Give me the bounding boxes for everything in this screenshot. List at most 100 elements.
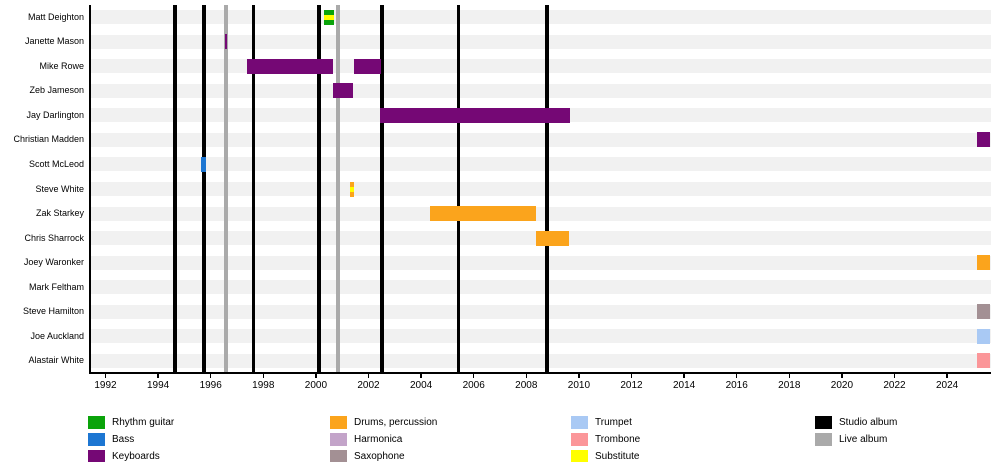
row-band bbox=[90, 304, 991, 319]
legend-swatch-rhythm_guitar bbox=[88, 415, 105, 429]
legend-swatch-harmonica bbox=[330, 432, 347, 446]
member-label: Joe Auckland bbox=[30, 330, 84, 341]
x-axis-tick bbox=[472, 373, 475, 378]
x-axis-tick bbox=[788, 373, 791, 378]
row-band bbox=[90, 83, 991, 98]
legend-label: Studio album bbox=[839, 416, 898, 428]
legend-swatch-studio_album bbox=[815, 415, 832, 429]
row-band bbox=[90, 280, 991, 295]
tenure-bar-rhythm_guitar bbox=[324, 9, 334, 25]
legend-label: Keyboards bbox=[112, 450, 160, 462]
year-tick-label: 2004 bbox=[409, 380, 433, 391]
member-label: Zak Starkey bbox=[35, 208, 84, 219]
legend-item-rhythm_guitar: Rhythm guitar bbox=[88, 415, 288, 429]
member-label: Christian Madden bbox=[13, 134, 84, 145]
x-axis-tick bbox=[578, 373, 580, 378]
legend-item-bass: Bass bbox=[88, 432, 288, 446]
legend-item-keyboards: Keyboards bbox=[88, 449, 288, 462]
live-album-line bbox=[224, 5, 228, 373]
legend-label: Rhythm guitar bbox=[112, 416, 175, 428]
tenure-bar-saxophone bbox=[977, 304, 991, 320]
tenure-bar-keyboards bbox=[354, 58, 382, 74]
member-label: Alastair White bbox=[28, 355, 84, 366]
member-label: Jay Darlington bbox=[26, 109, 84, 120]
tenure-bar-drums bbox=[977, 255, 991, 271]
legend-item-saxophone: Saxophone bbox=[330, 449, 530, 462]
member-label: Joey Waronker bbox=[23, 257, 84, 268]
year-tick-label: 1998 bbox=[252, 380, 275, 391]
x-axis-tick bbox=[735, 373, 738, 378]
x-axis-tick bbox=[315, 373, 317, 378]
year-tick-label: 2024 bbox=[935, 380, 959, 391]
substitute-stripe bbox=[349, 186, 354, 192]
legend-swatch-trombone bbox=[571, 432, 588, 446]
year-tick-label: 2016 bbox=[725, 380, 748, 391]
legend-label: Substitute bbox=[595, 450, 640, 462]
x-axis-tick bbox=[893, 373, 896, 378]
substitute-stripe bbox=[324, 14, 334, 20]
x-axis-tick bbox=[630, 373, 633, 378]
legend-label: Trumpet bbox=[595, 416, 632, 428]
x-axis-tick bbox=[262, 373, 265, 378]
year-tick-label: 2018 bbox=[778, 380, 801, 391]
legend-item-substitute: Substitute bbox=[571, 449, 771, 462]
studio-album-line bbox=[456, 5, 461, 373]
member-label: Scott McLeod bbox=[28, 158, 84, 169]
year-tick-label: 1992 bbox=[94, 380, 117, 391]
year-tick-label: 2010 bbox=[567, 380, 591, 391]
year-tick-label: 2006 bbox=[462, 380, 485, 391]
x-axis-tick bbox=[367, 373, 370, 378]
studio-album-line bbox=[202, 5, 206, 373]
member-label: Chris Sharrock bbox=[24, 232, 84, 243]
legend-item-trombone: Trombone bbox=[571, 432, 771, 446]
year-tick-label: 2022 bbox=[883, 380, 906, 391]
studio-album-line bbox=[380, 5, 384, 373]
tenure-bar-keyboards bbox=[380, 107, 571, 123]
row-band bbox=[90, 182, 991, 196]
tenure-bar-bass bbox=[200, 156, 207, 172]
tenure-bar-drums bbox=[349, 181, 354, 197]
x-axis-tick bbox=[525, 373, 528, 378]
member-label: Matt Deighton bbox=[27, 11, 84, 22]
member-label: Zeb Jameson bbox=[29, 85, 84, 96]
tenure-bar-trombone bbox=[977, 353, 991, 369]
year-tick-label: 2008 bbox=[515, 380, 538, 391]
legend-item-studio_album: Studio album bbox=[815, 415, 1000, 429]
x-axis-tick bbox=[104, 373, 107, 378]
legend-swatch-trumpet bbox=[571, 415, 588, 429]
row-band bbox=[90, 206, 991, 221]
studio-album-line bbox=[545, 5, 549, 373]
x-axis-tick bbox=[841, 373, 843, 378]
x-axis-line bbox=[89, 372, 991, 374]
year-tick-label: 2012 bbox=[620, 380, 643, 391]
year-tick-label: 2000 bbox=[304, 380, 328, 391]
legend-swatch-substitute bbox=[571, 449, 588, 462]
y-axis-line bbox=[89, 5, 91, 373]
row-band bbox=[90, 353, 991, 368]
row-band bbox=[90, 132, 991, 147]
legend-item-trumpet: Trumpet bbox=[571, 415, 771, 429]
studio-album-line bbox=[251, 5, 256, 373]
legend-swatch-saxophone bbox=[330, 449, 347, 462]
year-tick-label: 1994 bbox=[146, 380, 170, 391]
member-label: Mark Feltham bbox=[28, 281, 84, 292]
row-band bbox=[90, 10, 991, 25]
year-tick-label: 2002 bbox=[357, 380, 380, 391]
row-band bbox=[90, 34, 991, 49]
year-tick-label: 1996 bbox=[199, 380, 222, 391]
x-axis-tick bbox=[946, 373, 948, 378]
tenure-bar-keyboards bbox=[246, 58, 333, 74]
x-axis-tick bbox=[683, 373, 685, 378]
legend-label: Saxophone bbox=[354, 450, 405, 462]
legend-label: Drums, percussion bbox=[354, 416, 438, 428]
member-label: Steve Hamilton bbox=[22, 306, 84, 317]
x-axis-tick bbox=[209, 373, 212, 378]
year-tick-label: 2020 bbox=[830, 380, 854, 391]
legend-label: Live album bbox=[839, 433, 888, 445]
x-axis-tick bbox=[157, 373, 159, 378]
year-tick-label: 2014 bbox=[672, 380, 696, 391]
tenure-bar-drums bbox=[535, 230, 569, 246]
member-label: Mike Rowe bbox=[39, 60, 84, 71]
member-label: Steve White bbox=[35, 183, 84, 194]
legend-label: Bass bbox=[112, 433, 135, 445]
